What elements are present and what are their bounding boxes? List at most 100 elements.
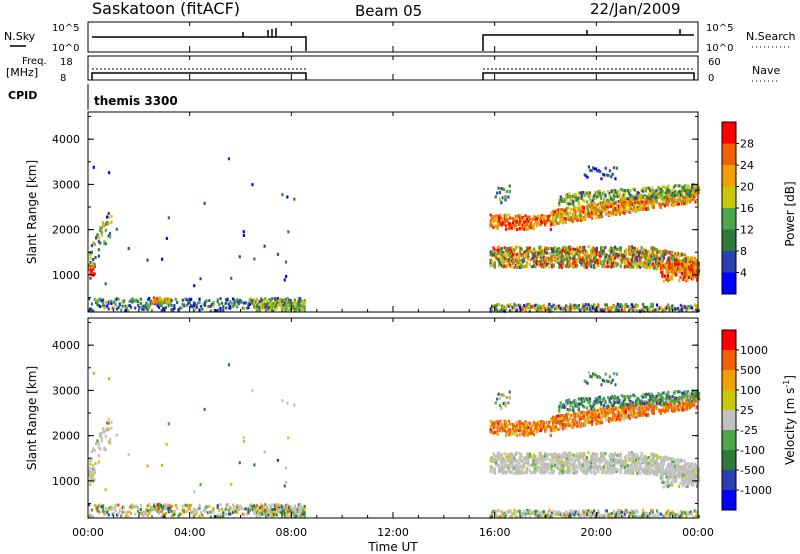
- velocity-cell: [90, 475, 93, 479]
- velocity-cell: [552, 452, 555, 456]
- power-cell: [661, 192, 664, 196]
- y-tick-label: 2000: [52, 224, 80, 237]
- velocity-cell: [227, 363, 231, 367]
- power-cell: [621, 198, 624, 202]
- power-cell: [675, 191, 678, 195]
- power-cell: [161, 300, 164, 304]
- power-cell: [636, 247, 639, 251]
- velocity-cell: [611, 453, 614, 457]
- velocity-cell: [618, 454, 621, 458]
- power-cell: [680, 262, 684, 266]
- power-cell: [658, 261, 661, 265]
- power-cell: [92, 165, 95, 169]
- power-cell: [677, 198, 680, 202]
- power-cell: [244, 301, 247, 305]
- velocity-cell: [496, 452, 499, 456]
- power-cell: [603, 205, 606, 209]
- power-cell: [164, 300, 167, 304]
- power-cell: [531, 225, 534, 229]
- velocity-cell: [507, 464, 510, 468]
- nave-label: Nave: [752, 64, 780, 77]
- power-cell: [668, 306, 671, 310]
- velocity-cell: [544, 463, 547, 467]
- power-cell: [608, 260, 611, 264]
- power-cell: [530, 248, 533, 252]
- power-cell: [253, 301, 256, 305]
- power-cell: [555, 248, 558, 252]
- velocity-cell: [675, 460, 678, 464]
- velocity-cell: [285, 506, 288, 510]
- velocity-cell: [258, 511, 261, 515]
- power-cell: [613, 245, 617, 249]
- power-cell: [199, 277, 202, 281]
- velocity-cell: [633, 461, 636, 465]
- power-cell: [683, 258, 687, 262]
- power-cell: [690, 264, 693, 268]
- power-cell: [541, 252, 544, 256]
- power-cell: [489, 250, 492, 254]
- velocity-cell: [510, 455, 513, 459]
- velocity-cell: [93, 503, 96, 507]
- power-cell: [222, 308, 225, 312]
- power-cell: [615, 252, 618, 256]
- power-cell: [544, 257, 547, 261]
- velocity-cell: [521, 465, 524, 469]
- power-cell: [124, 304, 127, 308]
- power-cell: [268, 305, 271, 309]
- velocity-cell: [657, 465, 660, 469]
- power-cell: [516, 245, 519, 249]
- power-cell: [143, 304, 147, 308]
- velocity-cell: [259, 506, 263, 510]
- velocity-cell: [542, 454, 545, 458]
- velocity-cell: [613, 467, 617, 471]
- power-cell: [583, 199, 586, 203]
- velocity-cell: [675, 464, 678, 468]
- power-cell: [595, 308, 599, 312]
- power-cell: [560, 263, 564, 267]
- power-cell: [566, 201, 569, 205]
- power-cell: [510, 254, 513, 258]
- velocity-cell: [509, 462, 512, 466]
- power-cell: [544, 219, 547, 223]
- power-cell: [681, 191, 684, 195]
- power-cell: [641, 200, 644, 204]
- velocity-cell: [528, 468, 531, 472]
- power-cell: [623, 259, 626, 263]
- velocity-cell: [500, 468, 503, 472]
- power-cell: [558, 220, 562, 224]
- power-cell: [615, 261, 618, 265]
- power-cell: [510, 246, 513, 250]
- power-cell: [541, 249, 544, 253]
- velocity-cell: [640, 458, 643, 462]
- power-cell: [672, 268, 675, 272]
- power-cell: [223, 302, 226, 306]
- velocity-cell: [265, 510, 268, 514]
- velocity-cell: [141, 513, 144, 517]
- power-cell: [524, 306, 527, 310]
- velocity-cell: [607, 461, 610, 465]
- velocity-cell: [134, 505, 137, 509]
- power-cell: [297, 307, 301, 311]
- power-cell: [584, 256, 587, 260]
- power-cell: [649, 201, 653, 205]
- power-cell: [104, 305, 107, 309]
- power-cell: [281, 305, 284, 309]
- velocity-cell: [274, 511, 277, 515]
- velocity-cell: [284, 466, 288, 470]
- power-cell: [637, 253, 640, 257]
- power-cell: [92, 257, 95, 261]
- velocity-cell: [503, 465, 506, 469]
- velocity-cell: [653, 452, 656, 456]
- power-cell: [672, 271, 675, 275]
- power-cell: [504, 227, 508, 231]
- power-cell: [549, 260, 552, 264]
- power-cell: [665, 269, 668, 273]
- power-cell: [685, 306, 688, 310]
- velocity-cell: [668, 456, 671, 460]
- power-cell: [548, 257, 551, 261]
- power-cell: [303, 301, 306, 305]
- power-cell: [507, 252, 510, 256]
- velocity-cell: [630, 461, 633, 465]
- power-cell: [208, 304, 211, 308]
- power-cell: [541, 254, 544, 258]
